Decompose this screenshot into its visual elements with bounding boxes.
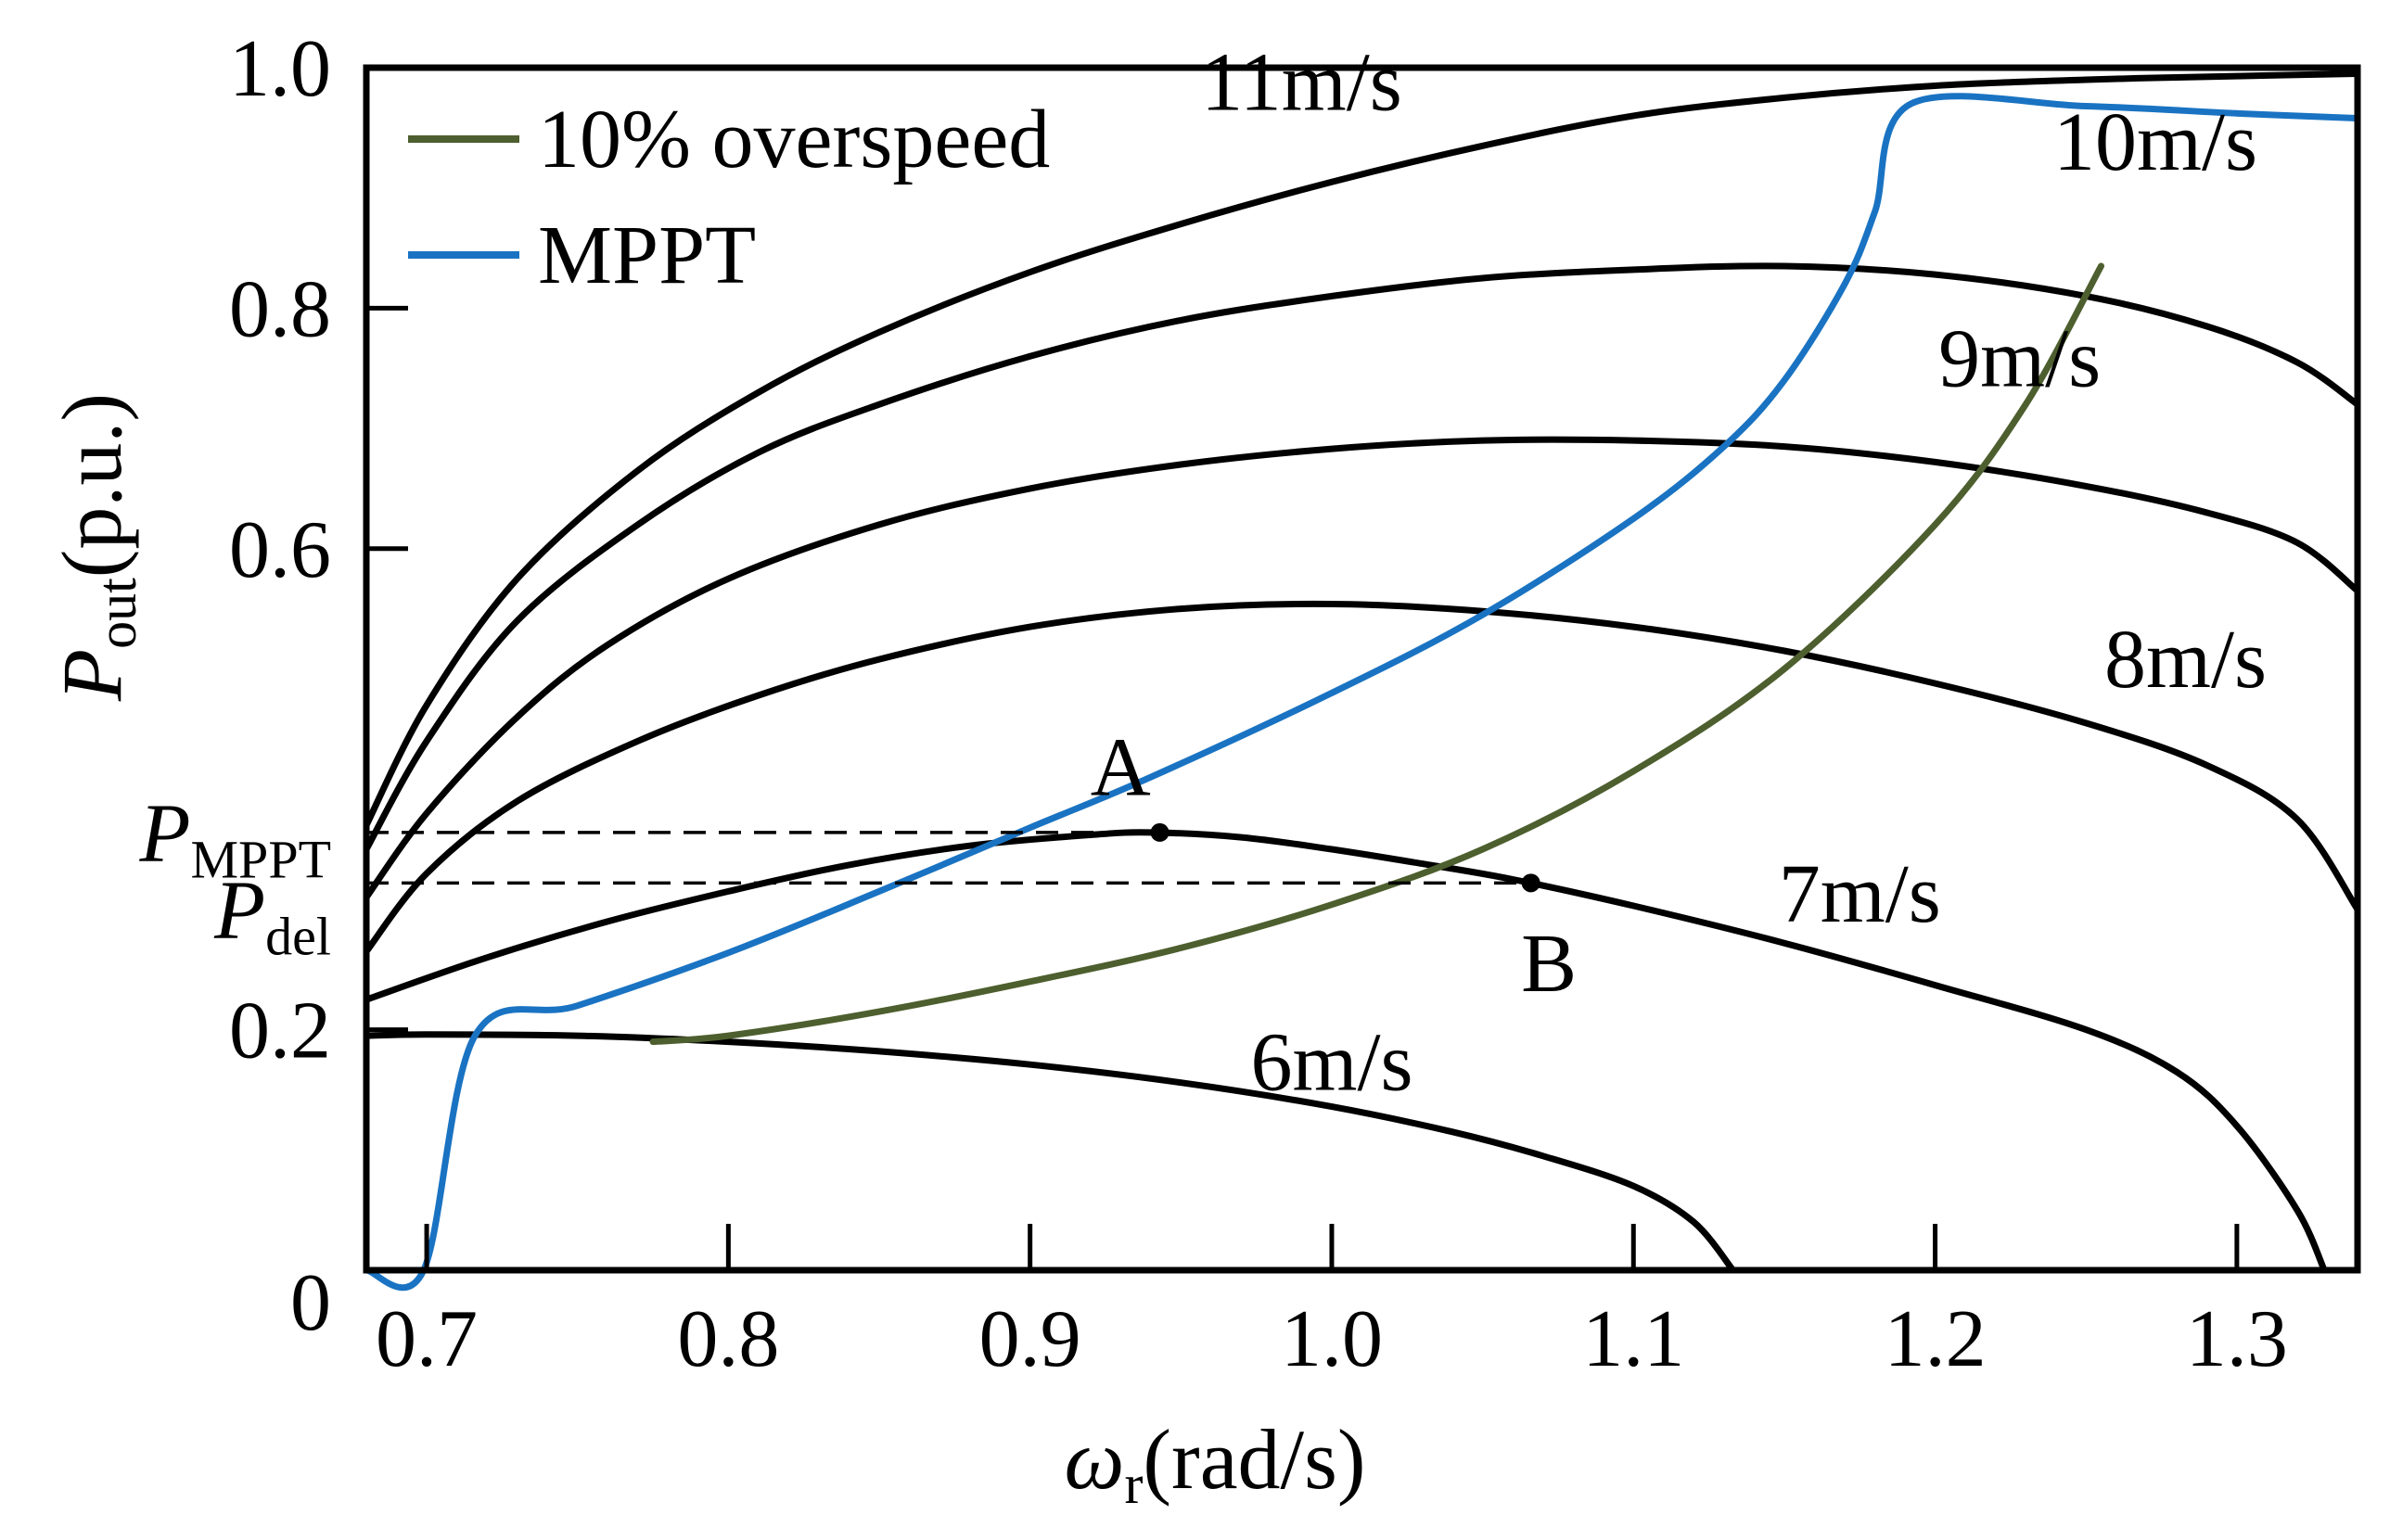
legend-label-mppt: MPPT: [538, 210, 756, 301]
y-tick-label: 0: [290, 1258, 331, 1348]
series-line-7m-s: [363, 829, 2328, 1274]
points-layer: [1150, 822, 1540, 893]
reference-lines-layer: [366, 831, 1531, 885]
series-line-8m-s: [363, 600, 2361, 955]
series-label-6m-s: 6m/s: [1250, 1016, 1412, 1108]
y-tick-label: 0.6: [229, 505, 331, 595]
x-tick-label: 1.2: [1885, 1294, 1987, 1384]
reference-label-p-mppt: PMPPT: [139, 787, 332, 889]
series-label-8m-s: 8m/s: [2104, 614, 2267, 706]
series-line-mppt: [363, 93, 2361, 1292]
series-line-11m-s: [363, 70, 2361, 829]
x-tick-label: 0.8: [677, 1294, 779, 1384]
y-tick-label: 0.8: [229, 264, 331, 354]
curves-layer: [363, 70, 2361, 1292]
x-tick-label: 0.7: [376, 1294, 478, 1384]
y-tick-label: 0.2: [229, 986, 331, 1076]
point-a: [1150, 822, 1169, 842]
reference-label-p-del: Pdel: [213, 864, 331, 966]
series-label-11m-s: 11m/s: [1201, 36, 1402, 128]
x-axis-label: ωr(rad/s): [1064, 1412, 1365, 1515]
series-line-10-overspeed: [649, 262, 2104, 1046]
x-axis-unit: (rad/s): [1143, 1412, 1365, 1507]
y-axis-subscript: out: [86, 578, 147, 649]
y-axis-unit: (p.u.): [45, 393, 139, 578]
series-label-7m-s: 7m/s: [1779, 848, 1941, 940]
series-line-6m-s: [363, 1031, 1737, 1274]
y-axis-label: Pout(p.u.): [45, 393, 147, 702]
x-axis-subscript: r: [1124, 1454, 1143, 1515]
x-tick-label: 1.1: [1582, 1294, 1684, 1384]
series-label-10m-s: 10m/s: [2053, 96, 2257, 188]
x-tick-label: 1.3: [2186, 1294, 2288, 1384]
legend: 10% overspeed MPPT: [408, 94, 1050, 301]
series-line-9m-s: [363, 436, 2361, 901]
point-b: [1521, 873, 1540, 893]
ticks-layer: [366, 65, 2240, 1270]
legend-label-10-overspeed: 10% overspeed: [538, 94, 1050, 185]
plot-frame: [363, 64, 2361, 1274]
x-tick-label: 0.9: [979, 1294, 1081, 1384]
point-label-b: B: [1521, 918, 1577, 1010]
x-tick-label: 1.0: [1281, 1294, 1383, 1384]
x-axis-symbol: ω: [1064, 1412, 1124, 1507]
series-label-9m-s: 9m/s: [1938, 313, 2101, 405]
y-axis-symbol: P: [45, 649, 139, 702]
point-label-a: A: [1091, 722, 1151, 814]
y-tick-label: 1.0: [229, 24, 331, 114]
